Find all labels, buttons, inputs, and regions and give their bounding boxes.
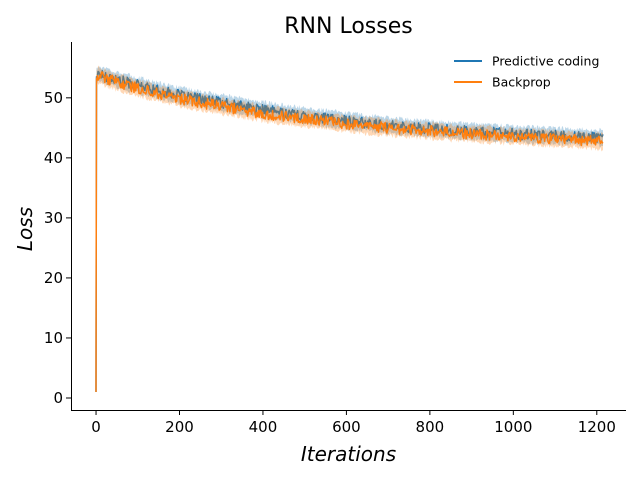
series-layer	[95, 65, 604, 393]
y-tick-label: 10	[44, 329, 63, 347]
chart-title: RNN Losses	[284, 14, 412, 39]
y-tick-label: 20	[44, 269, 63, 287]
x-tick-label: 800	[416, 418, 445, 436]
legend-label: Predictive coding	[492, 54, 599, 69]
x-axis-label: Iterations	[301, 442, 396, 466]
x-tick-label: 1000	[494, 418, 532, 436]
series-line	[95, 71, 604, 393]
y-tick-label: 30	[44, 209, 63, 227]
x-tick-label: 600	[332, 418, 361, 436]
x-tick-label: 0	[91, 418, 101, 436]
y-tick-label: 50	[44, 89, 63, 107]
series-band	[96, 65, 603, 152]
series-predictive-coding	[95, 66, 604, 393]
y-tick-label: 0	[53, 389, 63, 407]
legend-label: Backprop	[492, 75, 551, 90]
legend: Predictive coding Backprop	[454, 54, 599, 90]
y-axis-label: Loss	[13, 207, 37, 251]
x-ticks: 0 200 400 600 800 1000 1200	[91, 410, 616, 436]
series-backprop	[95, 65, 604, 393]
y-ticks: 0 10 20 30 40 50	[44, 89, 71, 407]
x-tick-label: 200	[165, 418, 194, 436]
plot-area: 0 200 400 600 800 1000 1200 0 10 20 30 40 50	[44, 42, 626, 436]
y-tick-label: 40	[44, 149, 63, 167]
x-tick-label: 1200	[578, 418, 616, 436]
x-tick-label: 400	[249, 418, 278, 436]
